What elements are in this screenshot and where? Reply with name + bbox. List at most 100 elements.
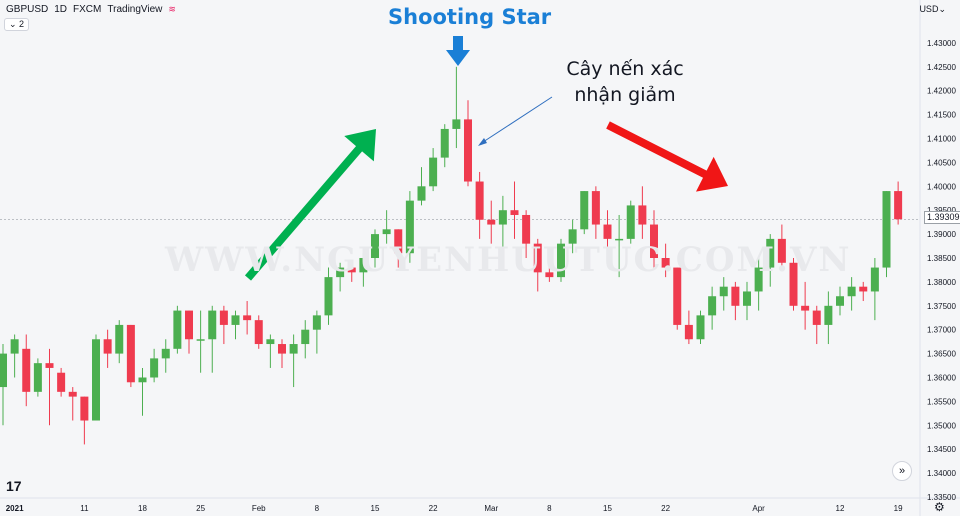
candle	[312, 310, 321, 354]
x-tick-label: 19	[894, 504, 903, 513]
candle-body	[591, 191, 600, 225]
candle	[359, 253, 368, 287]
candle-body	[545, 272, 554, 278]
candle	[696, 310, 705, 345]
symbol-label[interactable]: GBPUSD	[6, 4, 49, 15]
live-icon: ≋	[168, 4, 176, 14]
confirm-pointer-arrowhead-icon	[478, 138, 487, 146]
y-tick-label: 1.40500	[927, 158, 956, 167]
currency-label[interactable]: USD	[919, 4, 939, 14]
candle	[324, 267, 333, 325]
symbol-header[interactable]: GBPUSD 1D FXCM TradingView ≋	[6, 4, 176, 15]
time-axis: 2021 11 18 25 Feb 8 15 22 Mar 8 15 22 Apr 12 19	[6, 504, 903, 513]
candle	[301, 320, 310, 359]
candle-body	[208, 310, 217, 340]
candle-body	[161, 348, 170, 359]
candle	[464, 100, 472, 187]
candle-body	[638, 205, 647, 225]
candle	[429, 148, 438, 192]
candle-body	[824, 305, 833, 325]
candle	[789, 258, 798, 311]
y-tick-label: 1.39000	[927, 230, 956, 239]
candle-body	[382, 229, 391, 235]
x-tick-label: 15	[371, 504, 380, 513]
candle-body	[312, 315, 321, 330]
candle	[45, 348, 54, 426]
candle	[719, 277, 728, 311]
uptrend-arrow-icon	[244, 129, 376, 281]
candle	[57, 367, 66, 397]
candle-body	[696, 315, 705, 340]
candle	[615, 214, 624, 278]
y-tick-label: 1.43000	[927, 39, 956, 48]
x-tick-label: Feb	[252, 504, 266, 513]
y-tick-label: 1.35500	[927, 397, 956, 406]
candle	[580, 191, 589, 235]
interval-label[interactable]: 1D	[54, 4, 68, 15]
candle-body	[138, 377, 147, 383]
candle-body	[882, 191, 891, 268]
y-tick-label: 1.34500	[927, 445, 956, 454]
candle	[336, 262, 345, 292]
candle	[208, 305, 217, 373]
candle-body	[475, 181, 484, 220]
candle	[185, 310, 193, 354]
candle-body	[243, 315, 252, 321]
candle-body	[231, 315, 240, 325]
candle	[777, 224, 786, 268]
candle-body	[289, 344, 298, 354]
gear-icon[interactable]: ⚙	[934, 500, 945, 514]
candle-body	[347, 267, 356, 273]
tradingview-logo-icon[interactable]: 17	[6, 478, 22, 494]
candle-body	[580, 191, 589, 230]
candle-body	[440, 128, 449, 158]
price-axis: 1.43000 1.42500 1.42000 1.41500 1.41000 1.405…	[927, 39, 956, 502]
candle	[196, 310, 205, 373]
candle-body	[10, 339, 19, 354]
candle	[894, 181, 903, 225]
candle-body	[405, 200, 414, 254]
candle-body	[615, 238, 624, 241]
y-tick-label: 1.42500	[927, 63, 956, 72]
x-tick-label: 22	[429, 504, 438, 513]
candle-body	[719, 286, 728, 297]
confirm-pointer-line	[479, 96, 553, 145]
candle-body	[185, 310, 193, 340]
candle-body	[196, 339, 205, 341]
scroll-to-realtime-button[interactable]: »	[892, 461, 912, 481]
x-tick-label: 11	[80, 504, 89, 513]
candle	[475, 171, 484, 239]
candle	[219, 305, 228, 345]
candle-body	[0, 353, 7, 388]
candle-body	[45, 363, 54, 368]
x-tick-label: 2021	[6, 504, 24, 513]
x-tick-label: 18	[138, 504, 147, 513]
candle-body	[115, 324, 124, 354]
candle	[126, 324, 135, 388]
y-tick-label: 1.41000	[927, 135, 956, 144]
candle	[673, 267, 682, 330]
pattern-title: Shooting Star	[388, 5, 552, 29]
source-label: FXCM	[73, 4, 102, 15]
indicators-toggle[interactable]: ⌄ 2	[4, 18, 30, 31]
y-tick-label: 1.40000	[927, 182, 956, 191]
candle	[150, 348, 159, 383]
candle-body	[661, 258, 670, 268]
candle	[882, 191, 891, 278]
currency-selector[interactable]: USD⌄	[919, 4, 946, 15]
candle	[557, 238, 565, 282]
candle-body	[126, 324, 135, 383]
candle	[92, 334, 100, 421]
candle-body	[603, 224, 612, 239]
candle-body	[173, 310, 182, 349]
candle	[33, 358, 42, 397]
candle	[231, 310, 240, 340]
x-tick-label: 12	[836, 504, 845, 513]
candle	[650, 210, 658, 268]
shooting-star-arrow-icon	[446, 36, 470, 66]
candle	[870, 258, 879, 321]
candle	[103, 329, 112, 368]
y-tick-label: 1.37500	[927, 302, 956, 311]
